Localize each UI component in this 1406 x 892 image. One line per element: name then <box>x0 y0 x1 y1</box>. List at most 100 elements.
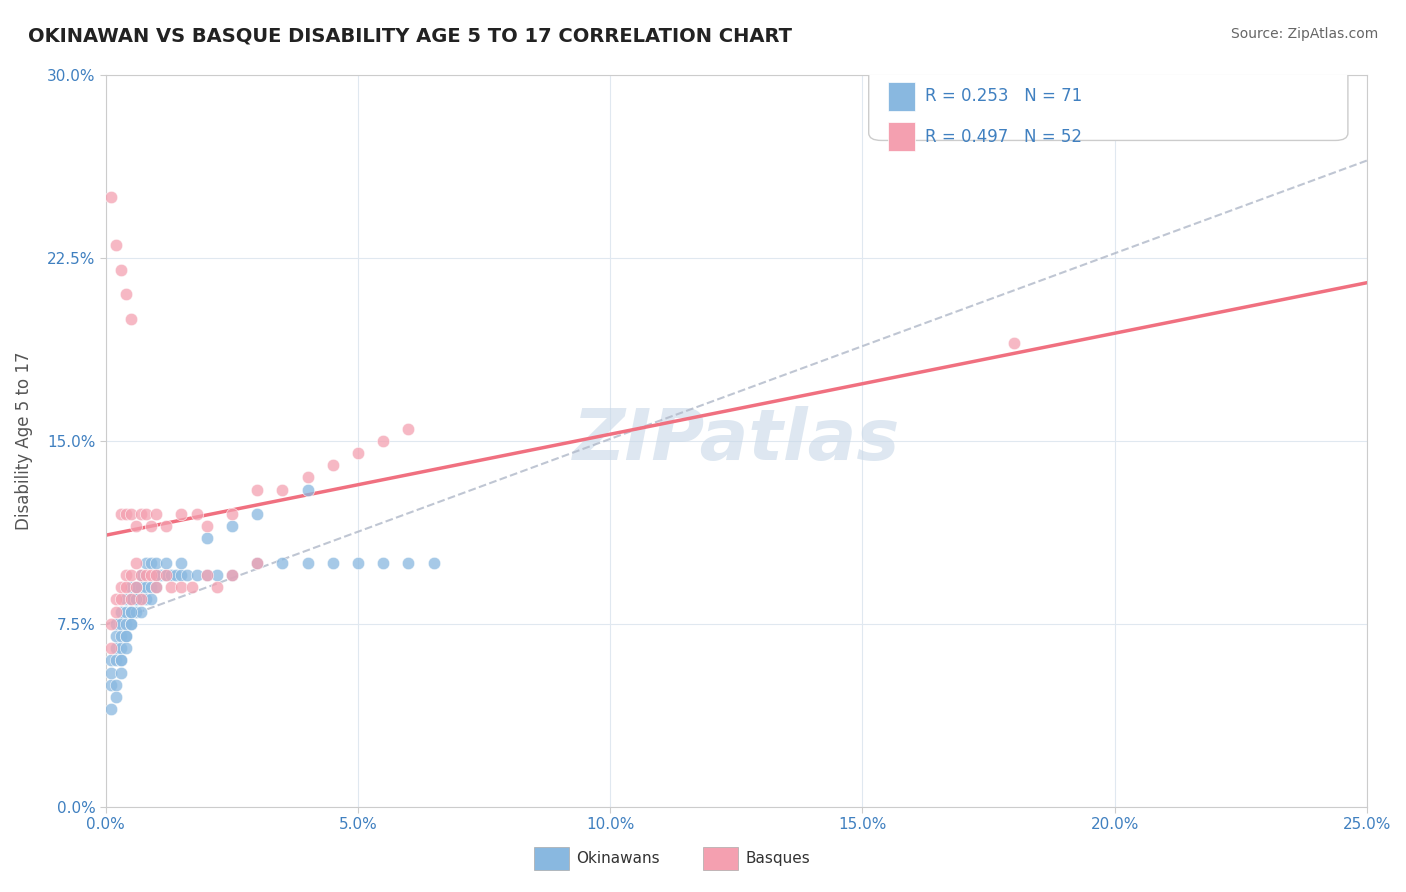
Point <box>104 605 127 619</box>
Point <box>186 568 208 582</box>
Point <box>110 580 132 594</box>
Point <box>322 556 344 570</box>
Point <box>155 568 177 582</box>
Point <box>297 556 319 570</box>
Point <box>125 556 148 570</box>
Point <box>150 568 173 582</box>
Point <box>141 580 163 594</box>
Point <box>120 507 142 521</box>
Point <box>170 580 193 594</box>
Point <box>195 519 218 533</box>
Point <box>115 507 138 521</box>
Point <box>398 421 420 435</box>
Point <box>115 629 138 643</box>
Point <box>125 580 148 594</box>
Point <box>129 568 152 582</box>
Text: Source: ZipAtlas.com: Source: ZipAtlas.com <box>1230 27 1378 41</box>
Point <box>1002 336 1025 351</box>
Point <box>145 580 167 594</box>
Point <box>115 592 138 607</box>
Point <box>110 263 132 277</box>
Point <box>100 641 122 656</box>
Point <box>120 616 142 631</box>
Point <box>110 653 132 667</box>
Point <box>129 580 152 594</box>
Point <box>135 507 157 521</box>
Point <box>221 519 243 533</box>
Point <box>100 665 122 680</box>
Point <box>205 580 228 594</box>
Point <box>398 556 420 570</box>
Point <box>205 568 228 582</box>
Point <box>347 446 370 460</box>
Point <box>120 616 142 631</box>
Point <box>120 311 142 326</box>
Point <box>115 616 138 631</box>
Point <box>125 580 148 594</box>
Point <box>100 702 122 716</box>
Point <box>120 605 142 619</box>
Point <box>125 580 148 594</box>
Point <box>104 616 127 631</box>
Point <box>110 641 132 656</box>
Point <box>422 556 444 570</box>
Point <box>110 629 132 643</box>
Point <box>195 568 218 582</box>
Point <box>145 556 167 570</box>
Point <box>125 592 148 607</box>
Point <box>195 532 218 546</box>
Point <box>100 189 122 203</box>
Point <box>322 458 344 472</box>
Text: ZIPatlas: ZIPatlas <box>572 406 900 475</box>
Point <box>373 434 395 448</box>
Text: OKINAWAN VS BASQUE DISABILITY AGE 5 TO 17 CORRELATION CHART: OKINAWAN VS BASQUE DISABILITY AGE 5 TO 1… <box>28 27 792 45</box>
Point <box>176 568 198 582</box>
Point <box>100 678 122 692</box>
Point <box>115 605 138 619</box>
Point <box>145 568 167 582</box>
Point <box>120 580 142 594</box>
Point <box>104 641 127 656</box>
Point <box>110 605 132 619</box>
Point <box>141 568 163 582</box>
Text: Okinawans: Okinawans <box>576 852 659 866</box>
Point <box>246 556 269 570</box>
Point <box>145 568 167 582</box>
Point <box>297 483 319 497</box>
Point <box>180 580 202 594</box>
Point <box>170 568 193 582</box>
Point <box>195 568 218 582</box>
Point <box>221 507 243 521</box>
Point <box>129 592 152 607</box>
Point <box>271 483 294 497</box>
Point <box>104 629 127 643</box>
Point <box>125 605 148 619</box>
FancyBboxPatch shape <box>887 82 915 112</box>
Point <box>104 238 127 252</box>
Text: R = 0.253   N = 71: R = 0.253 N = 71 <box>925 87 1083 105</box>
Point <box>170 556 193 570</box>
Point <box>129 507 152 521</box>
Point <box>110 616 132 631</box>
FancyBboxPatch shape <box>869 37 1348 140</box>
Point <box>141 519 163 533</box>
Text: R = 0.497   N = 52: R = 0.497 N = 52 <box>925 128 1083 145</box>
Point <box>221 568 243 582</box>
Point <box>104 690 127 705</box>
Point <box>246 483 269 497</box>
Y-axis label: Disability Age 5 to 17: Disability Age 5 to 17 <box>15 351 32 530</box>
Point <box>221 568 243 582</box>
Point <box>135 580 157 594</box>
Point <box>141 592 163 607</box>
Point <box>110 665 132 680</box>
Point <box>115 629 138 643</box>
Point <box>246 556 269 570</box>
Point <box>100 616 122 631</box>
Text: Basques: Basques <box>745 852 810 866</box>
Point <box>115 580 138 594</box>
Point <box>135 556 157 570</box>
Point <box>165 568 187 582</box>
Point <box>170 507 193 521</box>
Point <box>120 568 142 582</box>
Point <box>115 287 138 301</box>
